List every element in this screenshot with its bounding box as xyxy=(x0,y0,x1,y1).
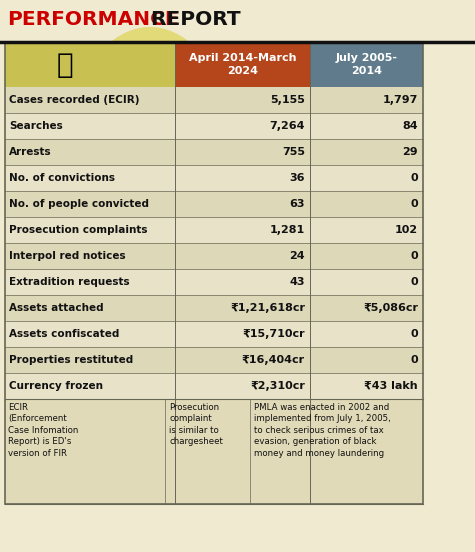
FancyBboxPatch shape xyxy=(5,42,175,87)
Text: 24: 24 xyxy=(289,251,305,261)
FancyBboxPatch shape xyxy=(5,321,423,347)
Text: 0: 0 xyxy=(410,199,418,209)
FancyBboxPatch shape xyxy=(5,113,423,139)
Text: Searches: Searches xyxy=(9,121,63,131)
Text: ₹1,21,618cr: ₹1,21,618cr xyxy=(230,303,305,313)
Text: ₹5,086cr: ₹5,086cr xyxy=(363,303,418,313)
Text: July 2005-
2014: July 2005- 2014 xyxy=(335,53,398,76)
Text: 5,155: 5,155 xyxy=(270,95,305,105)
Text: ₹43 lakh: ₹43 lakh xyxy=(364,381,418,391)
Text: ₹2,310cr: ₹2,310cr xyxy=(250,381,305,391)
FancyBboxPatch shape xyxy=(5,165,423,191)
Text: 63: 63 xyxy=(289,199,305,209)
Text: PMLA was enacted in 2002 and
implemented from July 1, 2005,
to check serious cri: PMLA was enacted in 2002 and implemented… xyxy=(254,403,391,458)
Text: Interpol red notices: Interpol red notices xyxy=(9,251,125,261)
Text: April 2014-March
2024: April 2014-March 2024 xyxy=(189,53,296,76)
FancyBboxPatch shape xyxy=(175,42,310,87)
Text: Assets attached: Assets attached xyxy=(9,303,104,313)
Text: Properties restituted: Properties restituted xyxy=(9,355,133,365)
Text: Prosecution
complaint
is similar to
chargesheet: Prosecution complaint is similar to char… xyxy=(169,403,223,447)
FancyBboxPatch shape xyxy=(310,42,423,87)
Text: PERFORMANCE: PERFORMANCE xyxy=(7,10,179,29)
Text: 84: 84 xyxy=(402,121,418,131)
FancyBboxPatch shape xyxy=(5,347,423,373)
Text: 36: 36 xyxy=(289,173,305,183)
Ellipse shape xyxy=(250,127,410,377)
Text: ₹15,710cr: ₹15,710cr xyxy=(242,329,305,339)
Text: 0: 0 xyxy=(410,173,418,183)
Text: No. of convictions: No. of convictions xyxy=(9,173,115,183)
Text: 1,797: 1,797 xyxy=(383,95,418,105)
Text: 1,281: 1,281 xyxy=(270,225,305,235)
Text: 102: 102 xyxy=(395,225,418,235)
Text: Prosecution complaints: Prosecution complaints xyxy=(9,225,148,235)
FancyBboxPatch shape xyxy=(5,42,423,504)
Text: 👮: 👮 xyxy=(56,50,73,78)
FancyBboxPatch shape xyxy=(5,87,423,113)
Text: Currency frozen: Currency frozen xyxy=(9,381,103,391)
Text: 0: 0 xyxy=(410,277,418,287)
FancyBboxPatch shape xyxy=(5,269,423,295)
Text: ECIR
(Enforcement
Case Infomation
Report) is ED's
version of FIR: ECIR (Enforcement Case Infomation Report… xyxy=(8,403,78,458)
Text: Extradition requests: Extradition requests xyxy=(9,277,130,287)
Text: REPORT: REPORT xyxy=(144,10,241,29)
Text: 0: 0 xyxy=(410,251,418,261)
FancyBboxPatch shape xyxy=(5,373,423,399)
Text: 29: 29 xyxy=(402,147,418,157)
Text: 755: 755 xyxy=(282,147,305,157)
Text: Arrests: Arrests xyxy=(9,147,52,157)
Ellipse shape xyxy=(50,27,250,397)
Text: 0: 0 xyxy=(410,355,418,365)
FancyBboxPatch shape xyxy=(5,295,423,321)
Text: Assets confiscated: Assets confiscated xyxy=(9,329,119,339)
Text: ₹16,404cr: ₹16,404cr xyxy=(242,355,305,365)
FancyBboxPatch shape xyxy=(5,217,423,243)
Text: No. of people convicted: No. of people convicted xyxy=(9,199,149,209)
FancyBboxPatch shape xyxy=(5,191,423,217)
FancyBboxPatch shape xyxy=(5,139,423,165)
FancyBboxPatch shape xyxy=(5,243,423,269)
FancyBboxPatch shape xyxy=(5,399,423,504)
Text: 0: 0 xyxy=(410,329,418,339)
Text: 43: 43 xyxy=(289,277,305,287)
Text: Cases recorded (ECIR): Cases recorded (ECIR) xyxy=(9,95,140,105)
Text: 7,264: 7,264 xyxy=(269,121,305,131)
